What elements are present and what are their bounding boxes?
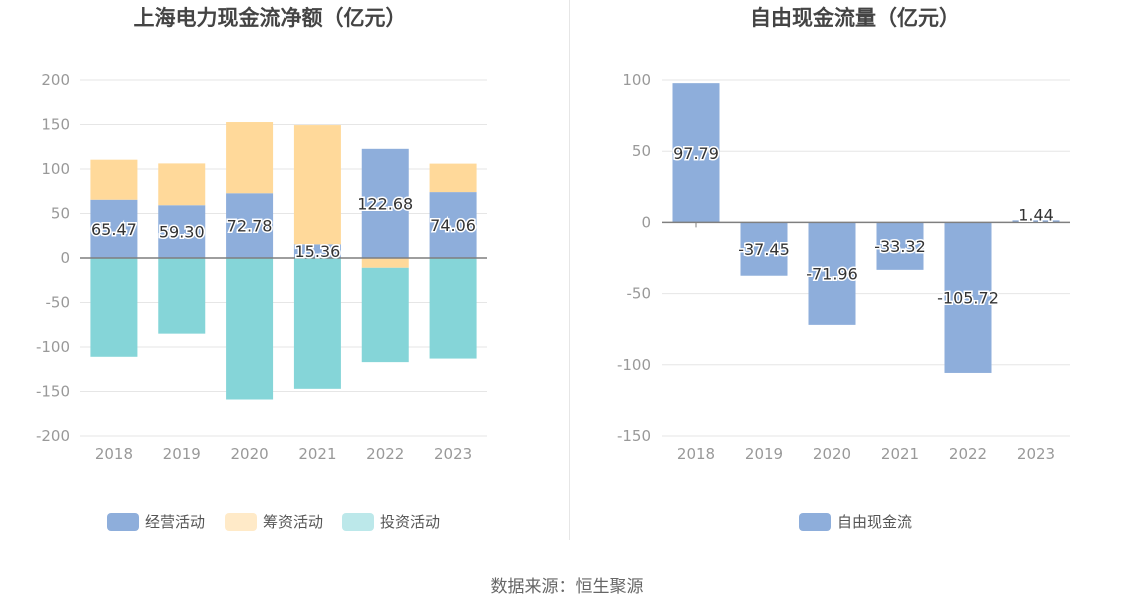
bar-投资活动-2023 xyxy=(429,258,477,359)
y-tick-label: -100 xyxy=(36,338,70,356)
x-tick-label: 2019 xyxy=(163,445,201,463)
left-axis: 200 150 100 50 0 -50 -100 -150 -200 2018 2019 2020 2… xyxy=(36,71,487,463)
x-tick-label: 2023 xyxy=(434,445,472,463)
y-tick-label: 50 xyxy=(51,205,70,223)
x-tick-label: 2020 xyxy=(813,445,851,463)
left-chart-title: 上海电力现金流净额（亿元） xyxy=(134,6,407,30)
legend-label-投资活动: 投资活动 xyxy=(380,513,440,531)
bar-投资活动-2021 xyxy=(293,258,341,389)
bar-经营活动-2018 xyxy=(90,199,138,258)
bar-free-cash-flow-2022 xyxy=(944,222,992,373)
right-bars xyxy=(672,83,1060,373)
bar-筹资活动-2020 xyxy=(226,122,274,194)
bar-筹资活动-2019 xyxy=(158,163,206,206)
bar-free-cash-flow-2019 xyxy=(740,222,788,276)
data-label: -105.72 xyxy=(937,289,999,308)
data-label: -71.96 xyxy=(806,265,858,284)
y-tick-label: -150 xyxy=(617,427,651,445)
legend-swatch-经营活动 xyxy=(107,513,139,531)
data-label: 65.47 xyxy=(91,220,137,239)
x-tick-label: 2018 xyxy=(95,445,133,463)
x-tick-label: 2023 xyxy=(1017,445,1055,463)
y-tick-label: -50 xyxy=(46,294,71,312)
legend-label-自由现金流: 自由现金流 xyxy=(837,513,912,531)
bar-筹资活动-2018 xyxy=(90,159,138,200)
y-tick-label: -50 xyxy=(627,285,652,303)
y-tick-label: -100 xyxy=(617,356,651,374)
legend-swatch-投资活动 xyxy=(342,513,374,531)
y-tick-label: 200 xyxy=(41,71,70,89)
data-label: -33.32 xyxy=(874,237,926,256)
x-tick-label: 2022 xyxy=(949,445,987,463)
right-data-labels: 97.79 -37.45 -71.96 -33.32 -105.72 1.44 xyxy=(672,142,1056,309)
data-label: 59.30 xyxy=(159,223,205,242)
right-axis: 100 50 0 -50 -100 -150 2018 2019 2020 2021 2022 202… xyxy=(617,71,1070,463)
left-data-labels: 65.47 59.30 72.78 15.36 122.68 74.06 xyxy=(90,193,478,263)
legend-label-经营活动: 经营活动 xyxy=(145,513,205,531)
data-label: 74.06 xyxy=(430,216,476,235)
data-label: 72.78 xyxy=(227,217,273,236)
left-grid xyxy=(80,79,487,437)
x-tick-label: 2022 xyxy=(366,445,404,463)
y-tick-label: -200 xyxy=(36,427,70,445)
y-tick-label: 0 xyxy=(60,249,70,267)
x-tick-label: 2019 xyxy=(745,445,783,463)
y-tick-label: 0 xyxy=(641,213,651,231)
bar-经营活动-2019 xyxy=(158,205,206,258)
bar-筹资活动-2022 xyxy=(361,258,409,268)
bar-投资活动-2022 xyxy=(361,267,409,363)
bar-经营活动-2022 xyxy=(361,148,409,258)
bar-free-cash-flow-2018 xyxy=(672,83,720,223)
x-tick-label: 2021 xyxy=(881,445,919,463)
y-tick-label: 100 xyxy=(41,160,70,178)
right-grid xyxy=(662,79,1070,437)
data-source: 数据来源：恒生聚源 xyxy=(490,577,644,597)
right-chart-title: 自由现金流量（亿元） xyxy=(750,6,960,30)
bar-free-cash-flow-2021 xyxy=(876,222,924,270)
bar-投资活动-2018 xyxy=(90,258,138,357)
y-tick-label: -150 xyxy=(36,383,70,401)
data-label: 122.68 xyxy=(357,194,413,213)
y-tick-label: 50 xyxy=(632,142,651,160)
bar-free-cash-flow-2020 xyxy=(808,222,856,325)
x-tick-label: 2018 xyxy=(677,445,715,463)
data-label: 1.44 xyxy=(1018,205,1054,224)
bar-经营活动-2023 xyxy=(429,192,477,258)
bar-投资活动-2019 xyxy=(158,258,206,334)
legend-swatch-自由现金流 xyxy=(799,513,831,531)
chart-divider xyxy=(569,0,570,540)
x-tick-label: 2020 xyxy=(230,445,268,463)
data-label: 97.79 xyxy=(673,144,719,163)
bar-投资活动-2020 xyxy=(226,258,274,400)
bar-筹资活动-2023 xyxy=(429,163,477,193)
bar-free-cash-flow-2023 xyxy=(1012,220,1060,223)
data-label: 15.36 xyxy=(295,242,341,261)
data-label: -37.45 xyxy=(738,240,790,259)
y-tick-label: 150 xyxy=(41,116,70,134)
bar-经营活动-2021 xyxy=(293,244,341,258)
bar-筹资活动-2021 xyxy=(293,125,341,245)
left-legend: 经营活动 筹资活动 投资活动 xyxy=(107,513,440,531)
left-bars xyxy=(90,122,477,400)
y-tick-label: 100 xyxy=(622,71,651,89)
legend-label-筹资活动: 筹资活动 xyxy=(263,513,323,531)
bar-经营活动-2020 xyxy=(226,193,274,258)
cash-flow-chart: 上海电力现金流净额（亿元） 200 150 100 50 0 -50 -100 -150 -20… xyxy=(36,6,487,531)
right-legend: 自由现金流 xyxy=(799,513,912,531)
x-tick-label: 2021 xyxy=(298,445,336,463)
free-cash-flow-chart: 自由现金流量（亿元） 100 50 0 -50 -100 -150 2018 2019 2020… xyxy=(617,6,1070,531)
legend-swatch-筹资活动 xyxy=(225,513,257,531)
